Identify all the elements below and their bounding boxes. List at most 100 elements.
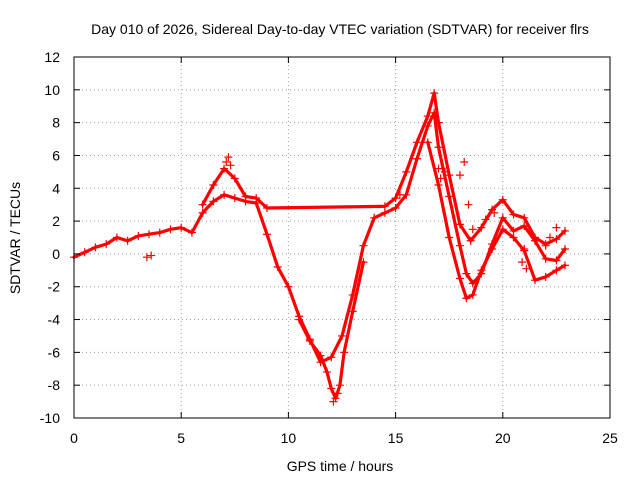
x-tick-label: 5 [177,430,185,446]
data-point [545,233,554,242]
y-tick-label: 6 [52,147,60,163]
data-point [541,272,550,281]
data-point [541,254,550,263]
data-point [295,315,304,324]
data-point [498,225,507,234]
data-point [102,240,111,249]
data-point [222,158,231,167]
series-dip [297,260,365,400]
data-point [530,276,539,285]
data-point [241,192,250,201]
data-point [509,233,518,242]
data-point [335,381,344,390]
data-point [434,143,443,152]
data-point [434,118,443,127]
data-point [348,307,357,316]
data-point [445,233,454,242]
data-point [468,290,477,299]
data-point [370,213,379,222]
data-point [445,171,454,180]
data-point [490,208,499,217]
x-tick-label: 15 [388,430,404,446]
data-point [166,225,175,234]
y-axis-label: SDTVAR / TECUs [7,182,23,294]
data-point [455,220,464,229]
data-point [391,203,400,212]
data-point [560,226,569,235]
chart-title: Day 010 of 2026, Sidereal Day-to-day VTE… [91,21,589,37]
data-point [423,138,432,147]
series-main [72,111,567,364]
data-point [145,230,154,239]
data-point [413,138,422,147]
data-point [142,253,151,262]
data-point [329,397,338,406]
data-point [455,171,464,180]
plot-frame [73,56,611,419]
x-tick-label: 25 [602,430,618,446]
data-point [305,336,314,345]
y-tick-label: 0 [52,246,60,262]
data-point [402,167,411,176]
data-point [224,153,233,162]
x-tick-label: 0 [70,430,78,446]
x-tick-label: 10 [281,430,297,446]
data-point [252,194,261,203]
y-tick-label: -10 [40,410,60,426]
data-point [541,241,550,250]
tick-labels: 0 5 10 15 20 25 -10 -8 -6 -4 -2 0 2 4 6 8 10 12 [40,49,618,446]
data-point [560,244,569,253]
data-point [273,263,282,272]
data-point [230,194,239,203]
data-point [284,282,293,291]
data-point [509,210,518,219]
data-point [498,213,507,222]
data-point [464,200,473,209]
data-point [327,353,336,362]
data-point [359,241,368,250]
data-point [477,266,486,275]
data-point [333,389,342,398]
data-point [445,192,454,201]
y-tick-label: -8 [48,377,61,393]
data-point [220,190,229,199]
data-point [359,258,368,267]
data-point [552,266,561,275]
data-point [80,248,89,257]
data-point [187,228,196,237]
data-point [436,174,445,183]
data-point [455,241,464,250]
data-point [423,112,432,121]
data-point [434,180,443,189]
data-point [327,384,336,393]
data-point [262,203,271,212]
data-point [338,331,346,340]
data-point [518,258,527,267]
data-point [552,256,561,265]
data-point [209,180,218,189]
data-point [522,264,531,273]
data-point [466,236,475,245]
data-point [434,164,443,173]
data-point [395,190,404,199]
data-point [123,236,132,245]
data-point [198,208,207,217]
x-axis-label: GPS time / hours [287,458,394,474]
data-point [230,174,239,183]
data-point [488,244,497,253]
data-point [134,231,143,240]
data-point [460,158,469,167]
y-tick-label: 12 [44,49,60,65]
data-point [112,233,121,242]
y-tick-label: -4 [48,312,61,328]
y-tick-label: 2 [52,213,60,229]
data-point [209,197,218,206]
data-point [552,223,561,232]
data-point [462,269,471,278]
data-point [440,167,449,176]
data-point [481,215,490,224]
data-point [552,235,561,244]
data-point [340,348,349,357]
data-point [462,294,471,303]
